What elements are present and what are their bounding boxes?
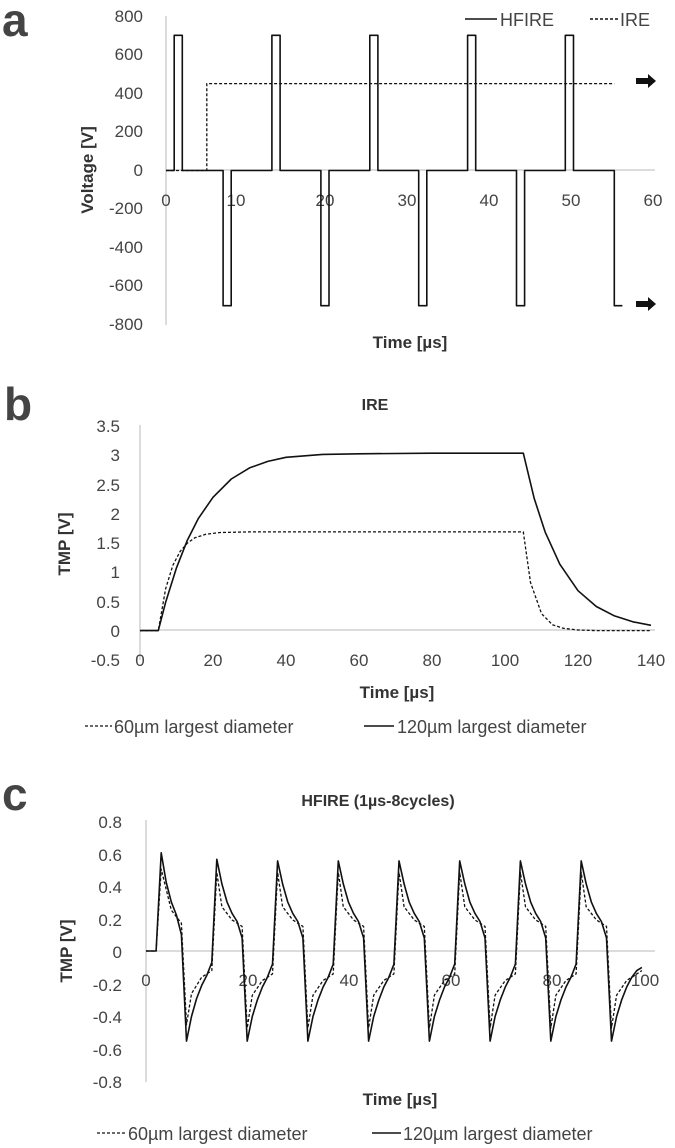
panel-c-xtick-labels: 0 20 40 60 80 100 xyxy=(141,971,659,990)
ytick-label: 3.5 xyxy=(96,417,120,436)
panel-c-legend: 60µm largest diameter 120µm largest diam… xyxy=(97,1124,592,1144)
ytick-label: 2 xyxy=(111,505,120,524)
ytick-label: 0.6 xyxy=(98,846,122,865)
xtick-label: 0 xyxy=(141,971,150,990)
ytick-label: 3 xyxy=(111,446,120,465)
right-arrow-icon xyxy=(636,74,656,88)
xtick-label: 80 xyxy=(423,651,442,670)
y-axis-label: Voltage [V] xyxy=(78,126,97,214)
ytick-label: -0.4 xyxy=(93,1008,122,1027)
panel-label-c: c xyxy=(2,768,28,820)
ytick-label: -800 xyxy=(109,315,143,334)
ytick-label: 600 xyxy=(115,45,143,64)
xtick-label: 20 xyxy=(239,971,258,990)
panel-b-ytick-labels: 3.5 3 2.5 2 1.5 1 0.5 0 -0.5 xyxy=(91,417,120,670)
y-axis-label: TMP [V] xyxy=(57,920,76,983)
ytick-label: 800 xyxy=(115,7,143,26)
panel-label-b: b xyxy=(4,378,32,430)
ytick-label: -400 xyxy=(109,238,143,257)
xtick-label: 0 xyxy=(161,191,170,210)
xtick-label: 40 xyxy=(480,191,499,210)
panel-c-ytick-labels: 0.8 0.6 0.4 0.2 0 -0.2 -0.4 -0.6 -0.8 xyxy=(93,813,122,1092)
xtick-label: 0 xyxy=(135,651,144,670)
ytick-label: 0 xyxy=(134,161,143,180)
ytick-label: 0.2 xyxy=(98,911,122,930)
xtick-label: 50 xyxy=(562,191,581,210)
panel-a-legend: HFIRE IRE xyxy=(465,10,650,30)
series-line-120-m-largest-diameter xyxy=(146,851,643,1042)
y-axis-label: TMP [V] xyxy=(55,513,74,576)
panel-a-ytick-labels: 800 600 400 200 0 -200 -400 -600 -800 xyxy=(109,7,143,334)
chart-title-ire: IRE xyxy=(362,397,389,414)
ytick-label: -200 xyxy=(109,199,143,218)
ytick-label: 200 xyxy=(115,122,143,141)
panel-b-series xyxy=(140,452,652,632)
xtick-label: 20 xyxy=(204,651,223,670)
x-axis-label: Time [µs] xyxy=(363,1090,438,1109)
panel-c: c HFIRE (1µs-8cycles) 0.8 0.6 0.4 0.2 0 … xyxy=(2,768,659,1144)
legend-label-60um: 60µm largest diameter xyxy=(114,717,293,737)
ytick-label: -0.8 xyxy=(93,1073,122,1092)
panel-c-series xyxy=(146,851,643,1042)
legend-label-ire: IRE xyxy=(620,10,650,30)
x-axis-label: Time [µs] xyxy=(360,683,435,702)
series-line-60-m-largest-diameter xyxy=(140,531,651,632)
ytick-label: 0.4 xyxy=(98,878,122,897)
panel-a-markers xyxy=(636,74,656,311)
legend-label-hfire: HFIRE xyxy=(500,10,554,30)
xtick-label: 100 xyxy=(631,971,659,990)
panel-c-axes xyxy=(145,820,655,1082)
ytick-label: 0 xyxy=(111,622,120,641)
ytick-label: 0.5 xyxy=(96,593,120,612)
ytick-label: -0.5 xyxy=(91,651,120,670)
panel-a-series xyxy=(166,34,623,307)
panel-label-a: a xyxy=(2,0,28,46)
panel-b: b IRE 3.5 3 2.5 2 1.5 1 0.5 0 -0.5 0 20 … xyxy=(4,378,665,737)
right-arrow-icon xyxy=(636,297,656,311)
x-axis-label: Time [µs] xyxy=(373,333,448,352)
xtick-label: 40 xyxy=(277,651,296,670)
xtick-label: 60 xyxy=(350,651,369,670)
panel-b-legend: 60µm largest diameter 120µm largest diam… xyxy=(85,717,586,737)
ytick-label: 400 xyxy=(115,84,143,103)
legend-label-120um: 120µm largest diameter xyxy=(397,717,586,737)
ytick-label: -0.6 xyxy=(93,1041,122,1060)
xtick-label: 100 xyxy=(491,651,519,670)
panel-b-axes xyxy=(139,425,655,660)
xtick-label: 10 xyxy=(227,191,246,210)
ytick-label: -600 xyxy=(109,276,143,295)
panel-a: a 800 600 400 200 0 -200 -400 -600 -800 … xyxy=(2,0,662,352)
ytick-label: 1 xyxy=(111,563,120,582)
ytick-label: 1.5 xyxy=(96,534,120,553)
legend-label-120um: 120µm largest diameter xyxy=(403,1124,592,1144)
chart-title-hfire: HFIRE (1µs-8cycles) xyxy=(301,793,454,810)
ytick-label: 0 xyxy=(113,943,122,962)
ytick-label: 0.8 xyxy=(98,813,122,832)
panel-a-xtick-labels: 0 10 20 30 40 50 60 xyxy=(161,191,662,210)
xtick-label: 40 xyxy=(340,971,359,990)
series-line-120-m-largest-diameter xyxy=(140,452,652,632)
xtick-label: 80 xyxy=(543,971,562,990)
xtick-label: 30 xyxy=(398,191,417,210)
series-line-ire xyxy=(166,82,615,172)
xtick-label: 60 xyxy=(644,191,663,210)
series-line-hfire xyxy=(166,34,623,307)
ytick-label: -0.2 xyxy=(93,976,122,995)
xtick-label: 20 xyxy=(316,191,335,210)
ytick-label: 2.5 xyxy=(96,476,120,495)
xtick-label: 140 xyxy=(637,651,665,670)
xtick-label: 120 xyxy=(564,651,592,670)
legend-label-60um: 60µm largest diameter xyxy=(128,1124,307,1144)
panel-b-xtick-labels: 0 20 40 60 80 100 120 140 xyxy=(135,651,665,670)
